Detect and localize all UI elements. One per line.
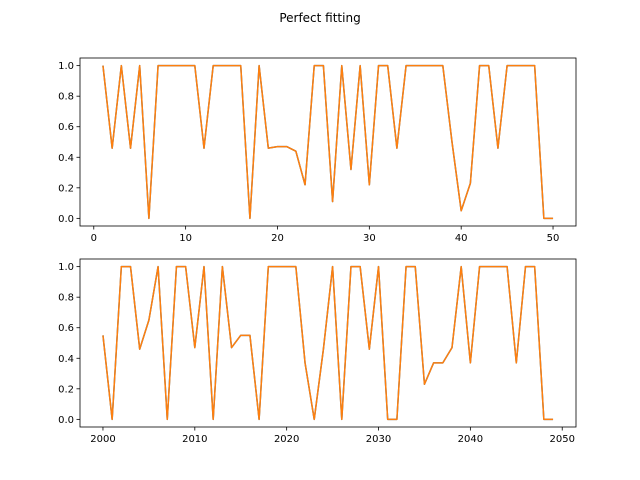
x-tick-label: 2030 bbox=[366, 434, 391, 445]
y-tick-label: 0.8 bbox=[58, 293, 74, 304]
x-tick-label: 2000 bbox=[90, 434, 115, 445]
y-tick-label: 1.0 bbox=[58, 61, 74, 72]
axes-frame bbox=[79, 258, 577, 428]
x-tick-label: 2010 bbox=[182, 434, 207, 445]
x-tick-label: 40 bbox=[455, 233, 468, 244]
y-tick-label: 1.0 bbox=[58, 262, 74, 273]
x-tick-label: 2020 bbox=[274, 434, 299, 445]
axes-frame bbox=[79, 57, 577, 227]
x-tick-label: 0 bbox=[91, 233, 97, 244]
y-tick-label: 0.0 bbox=[58, 214, 74, 225]
y-tick-label: 0.6 bbox=[58, 323, 74, 334]
series-line-2 bbox=[102, 64, 554, 220]
series-line-2 bbox=[102, 265, 554, 421]
figure-title: Perfect fitting bbox=[279, 11, 360, 25]
x-tick-label: 20 bbox=[271, 233, 284, 244]
y-tick-label: 0.0 bbox=[58, 415, 74, 426]
x-tick-label: 10 bbox=[179, 233, 192, 244]
x-tick-label: 2050 bbox=[549, 434, 574, 445]
y-tick-label: 0.4 bbox=[58, 153, 74, 164]
y-tick-label: 0.2 bbox=[58, 183, 74, 194]
y-tick-label: 0.2 bbox=[58, 384, 74, 395]
y-tick-label: 0.8 bbox=[58, 92, 74, 103]
x-tick-label: 30 bbox=[363, 233, 376, 244]
chart-top: 0.0 0.2 0.4 0.6 0.8 1.0 0 10 20 30 40 50 bbox=[58, 57, 577, 244]
chart-bottom: 0.0 0.2 0.4 0.6 0.8 1.0 2000 2010 2020 2030 2040 20… bbox=[58, 258, 577, 445]
y-tick-label: 0.6 bbox=[58, 122, 74, 133]
x-tick-label: 50 bbox=[547, 233, 560, 244]
y-tick-label: 0.4 bbox=[58, 354, 74, 365]
x-tick-label: 2040 bbox=[458, 434, 483, 445]
